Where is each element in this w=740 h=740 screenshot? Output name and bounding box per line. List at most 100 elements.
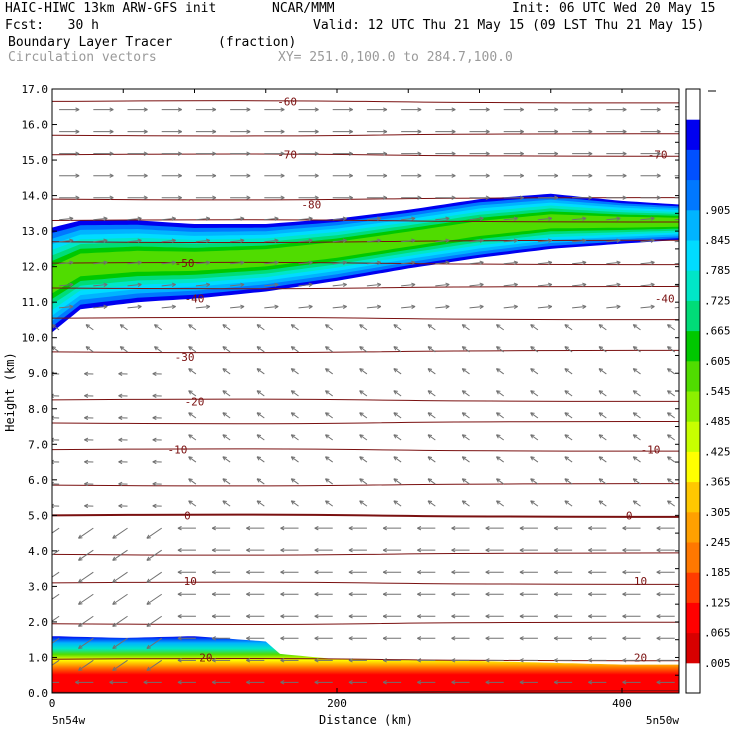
colorbar-tick-label: .845: [704, 234, 731, 247]
wind-vector: [118, 437, 128, 443]
wind-vector: [78, 549, 94, 561]
wind-vector: [588, 658, 607, 663]
wind-vector: [588, 680, 607, 685]
wind-vector: [195, 129, 217, 134]
colorbar-tick-label: .365: [704, 476, 731, 489]
wind-vector: [667, 368, 676, 375]
wind-vector: [503, 151, 524, 156]
wind-vector: [632, 346, 641, 353]
wind-vector: [348, 614, 367, 619]
wind-vector: [127, 173, 148, 178]
wind-vector: [451, 547, 470, 553]
wind-vector: [435, 107, 456, 112]
wind-vector: [656, 525, 675, 531]
wind-vector: [230, 216, 245, 221]
wind-vector: [382, 592, 402, 597]
wind-vector: [667, 456, 676, 463]
wind-vector: [537, 282, 553, 287]
wind-vector: [359, 500, 368, 507]
wind-vector: [606, 282, 621, 287]
colorbar-swatch: [686, 632, 700, 664]
wind-vector: [393, 412, 402, 419]
wind-vector: [530, 434, 539, 441]
wind-vector: [622, 592, 641, 597]
wind-vector: [537, 238, 553, 243]
colorbar-swatch: [686, 179, 700, 211]
valid-time: Valid: 12 UTC Thu 21 May 15 (09 LST Thu …: [313, 18, 705, 33]
wind-vector: [188, 368, 197, 375]
wind-vector: [290, 368, 299, 375]
wind-vector: [451, 570, 470, 575]
wind-vector: [230, 282, 245, 287]
y-tick-label: 2.0: [28, 616, 48, 629]
wind-vector: [52, 549, 60, 556]
y-tick-label: 10.0: [22, 332, 49, 345]
vectors-label: Circulation vectors: [8, 50, 157, 65]
wind-vector: [674, 197, 679, 199]
wind-vector: [246, 525, 265, 531]
wind-vector: [393, 324, 402, 331]
wind-vector: [435, 260, 450, 265]
wind-vector: [572, 195, 593, 200]
wind-vector: [146, 615, 163, 627]
contour-label: -80: [301, 198, 321, 211]
wind-vector: [230, 151, 251, 156]
wind-vector: [417, 636, 436, 641]
wind-vector: [280, 525, 299, 531]
wind-vector: [606, 304, 621, 309]
contour-label: -70: [277, 149, 297, 162]
init-time: Init: 06 UTC Wed 20 May 15: [512, 1, 716, 16]
wind-vector: [325, 324, 334, 331]
wind-vector: [503, 304, 518, 309]
wind-vector: [366, 129, 388, 134]
wind-vector: [127, 282, 142, 287]
wind-vector: [519, 636, 538, 641]
wind-vector: [290, 346, 299, 353]
cross-section-endpoints: XY= 251.0,100.0 to 284.7,100.0: [278, 50, 513, 65]
wind-vector: [640, 129, 661, 134]
wind-vector: [606, 173, 627, 178]
contour-label: -50: [175, 257, 195, 270]
wind-vector: [93, 151, 114, 156]
wind-vector: [280, 680, 299, 685]
wind-vector: [78, 637, 94, 649]
wind-vector: [393, 390, 402, 397]
contour-label: 20: [199, 651, 212, 664]
wind-vector: [230, 304, 245, 309]
wind-vector: [485, 636, 504, 641]
field-name: Boundary Layer Tracer: [8, 35, 173, 50]
isotherm-line: [52, 219, 679, 223]
wind-vector: [530, 478, 539, 485]
wind-vector: [485, 680, 504, 685]
wind-vector: [485, 525, 504, 531]
wind-vector: [264, 195, 285, 200]
wind-vector: [177, 592, 196, 597]
wind-vector: [427, 324, 436, 331]
wind-vector: [435, 151, 456, 156]
wind-vector: [112, 637, 128, 649]
wind-vector: [435, 282, 450, 287]
y-tick-label: 14.0: [22, 190, 49, 203]
wind-vector: [127, 304, 142, 309]
isotherm-line: [52, 100, 679, 104]
wind-vector: [222, 324, 231, 331]
wind-vector: [195, 304, 211, 309]
wind-vector: [112, 527, 128, 539]
wind-vector: [359, 478, 368, 485]
wind-vector: [537, 216, 553, 221]
wind-vector: [461, 434, 470, 441]
wind-vector: [146, 637, 163, 649]
colorbar-swatch: [686, 330, 700, 362]
wind-vector: [161, 260, 176, 265]
wind-vector: [667, 390, 676, 397]
isotherm-line: [52, 581, 679, 585]
colorbar-swatch: [686, 451, 700, 483]
wind-vector: [530, 456, 539, 463]
wind-vector: [154, 346, 163, 353]
wind-vector: [622, 525, 641, 531]
wind-vector: [382, 570, 402, 575]
wind-vector: [537, 129, 559, 134]
wind-vector: [59, 238, 74, 243]
wind-vector: [401, 238, 416, 243]
wind-vector: [382, 658, 402, 663]
